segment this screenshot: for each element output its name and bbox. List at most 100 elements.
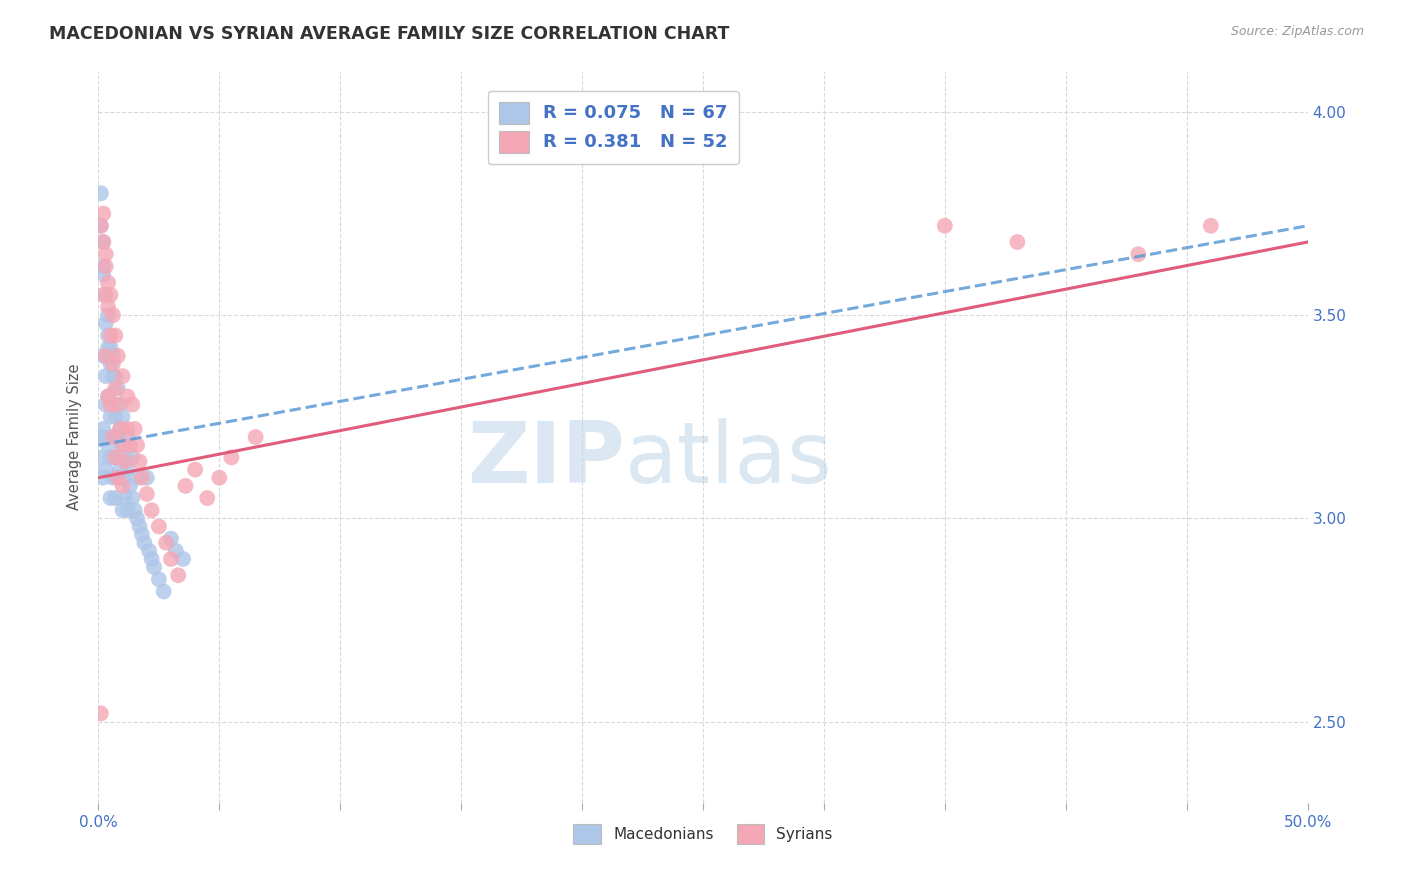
Point xyxy=(91,260,114,274)
Point xyxy=(134,535,156,549)
Point xyxy=(160,552,183,566)
Point xyxy=(97,276,120,290)
Point xyxy=(107,349,129,363)
Y-axis label: Average Family Size: Average Family Size xyxy=(67,364,83,510)
Point xyxy=(90,450,112,465)
Point xyxy=(141,503,163,517)
Point xyxy=(127,471,149,485)
Point xyxy=(97,308,120,322)
Point xyxy=(118,479,141,493)
Point xyxy=(127,511,149,525)
Point xyxy=(128,519,150,533)
Point xyxy=(104,409,127,424)
Point xyxy=(152,584,174,599)
Point xyxy=(90,186,112,201)
Point xyxy=(138,544,160,558)
Point xyxy=(107,430,129,444)
Point xyxy=(117,503,139,517)
Point xyxy=(104,381,127,395)
Point xyxy=(97,389,120,403)
Point xyxy=(108,462,131,476)
Point xyxy=(208,471,231,485)
Point xyxy=(111,438,134,452)
Point xyxy=(91,349,114,363)
Point xyxy=(101,308,124,322)
Point xyxy=(1128,247,1150,261)
Point xyxy=(111,409,134,424)
Point xyxy=(160,532,183,546)
Point xyxy=(107,398,129,412)
Text: atlas: atlas xyxy=(624,417,832,500)
Point xyxy=(104,491,127,505)
Point xyxy=(135,471,157,485)
Point xyxy=(100,409,122,424)
Point xyxy=(117,430,139,444)
Text: ZIP: ZIP xyxy=(467,417,624,500)
Point xyxy=(111,438,134,452)
Point xyxy=(174,479,197,493)
Point xyxy=(245,430,267,444)
Point xyxy=(91,235,114,249)
Point xyxy=(107,471,129,485)
Point xyxy=(131,527,153,541)
Point xyxy=(118,438,141,452)
Point xyxy=(107,471,129,485)
Point xyxy=(141,552,163,566)
Point xyxy=(934,219,956,233)
Point xyxy=(100,328,122,343)
Point xyxy=(184,462,207,476)
Point xyxy=(94,462,117,476)
Point xyxy=(117,462,139,476)
Point xyxy=(94,247,117,261)
Point xyxy=(101,369,124,384)
Point xyxy=(104,450,127,465)
Point xyxy=(1007,235,1029,249)
Point xyxy=(91,422,114,436)
Point xyxy=(104,369,127,384)
Point xyxy=(90,706,112,721)
Point xyxy=(107,381,129,395)
Point xyxy=(111,369,134,384)
Point xyxy=(121,450,143,465)
Point xyxy=(124,422,146,436)
Point xyxy=(111,503,134,517)
Point xyxy=(97,328,120,343)
Point xyxy=(117,389,139,403)
Point xyxy=(114,491,136,505)
Point xyxy=(94,349,117,363)
Point xyxy=(121,491,143,505)
Text: Source: ZipAtlas.com: Source: ZipAtlas.com xyxy=(1230,25,1364,38)
Point xyxy=(91,268,114,282)
Point xyxy=(148,519,170,533)
Point xyxy=(1199,219,1222,233)
Point xyxy=(114,454,136,468)
Point xyxy=(100,491,122,505)
Point xyxy=(100,398,122,412)
Point xyxy=(111,479,134,493)
Point xyxy=(135,487,157,501)
Point xyxy=(100,450,122,465)
Point xyxy=(97,341,120,355)
Point xyxy=(155,535,177,549)
Point xyxy=(90,219,112,233)
Point xyxy=(128,454,150,468)
Point xyxy=(94,288,117,302)
Point xyxy=(172,552,194,566)
Point xyxy=(108,422,131,436)
Point xyxy=(127,438,149,452)
Point xyxy=(101,349,124,363)
Point xyxy=(108,398,131,412)
Text: MACEDONIAN VS SYRIAN AVERAGE FAMILY SIZE CORRELATION CHART: MACEDONIAN VS SYRIAN AVERAGE FAMILY SIZE… xyxy=(49,25,730,43)
Point xyxy=(165,544,187,558)
Point xyxy=(111,471,134,485)
Point xyxy=(91,288,114,302)
Point xyxy=(121,398,143,412)
Point xyxy=(91,206,114,220)
Point xyxy=(101,430,124,444)
Point xyxy=(100,341,122,355)
Point xyxy=(124,503,146,517)
Point xyxy=(97,300,120,314)
Point xyxy=(117,422,139,436)
Point xyxy=(97,389,120,403)
Point xyxy=(101,430,124,444)
